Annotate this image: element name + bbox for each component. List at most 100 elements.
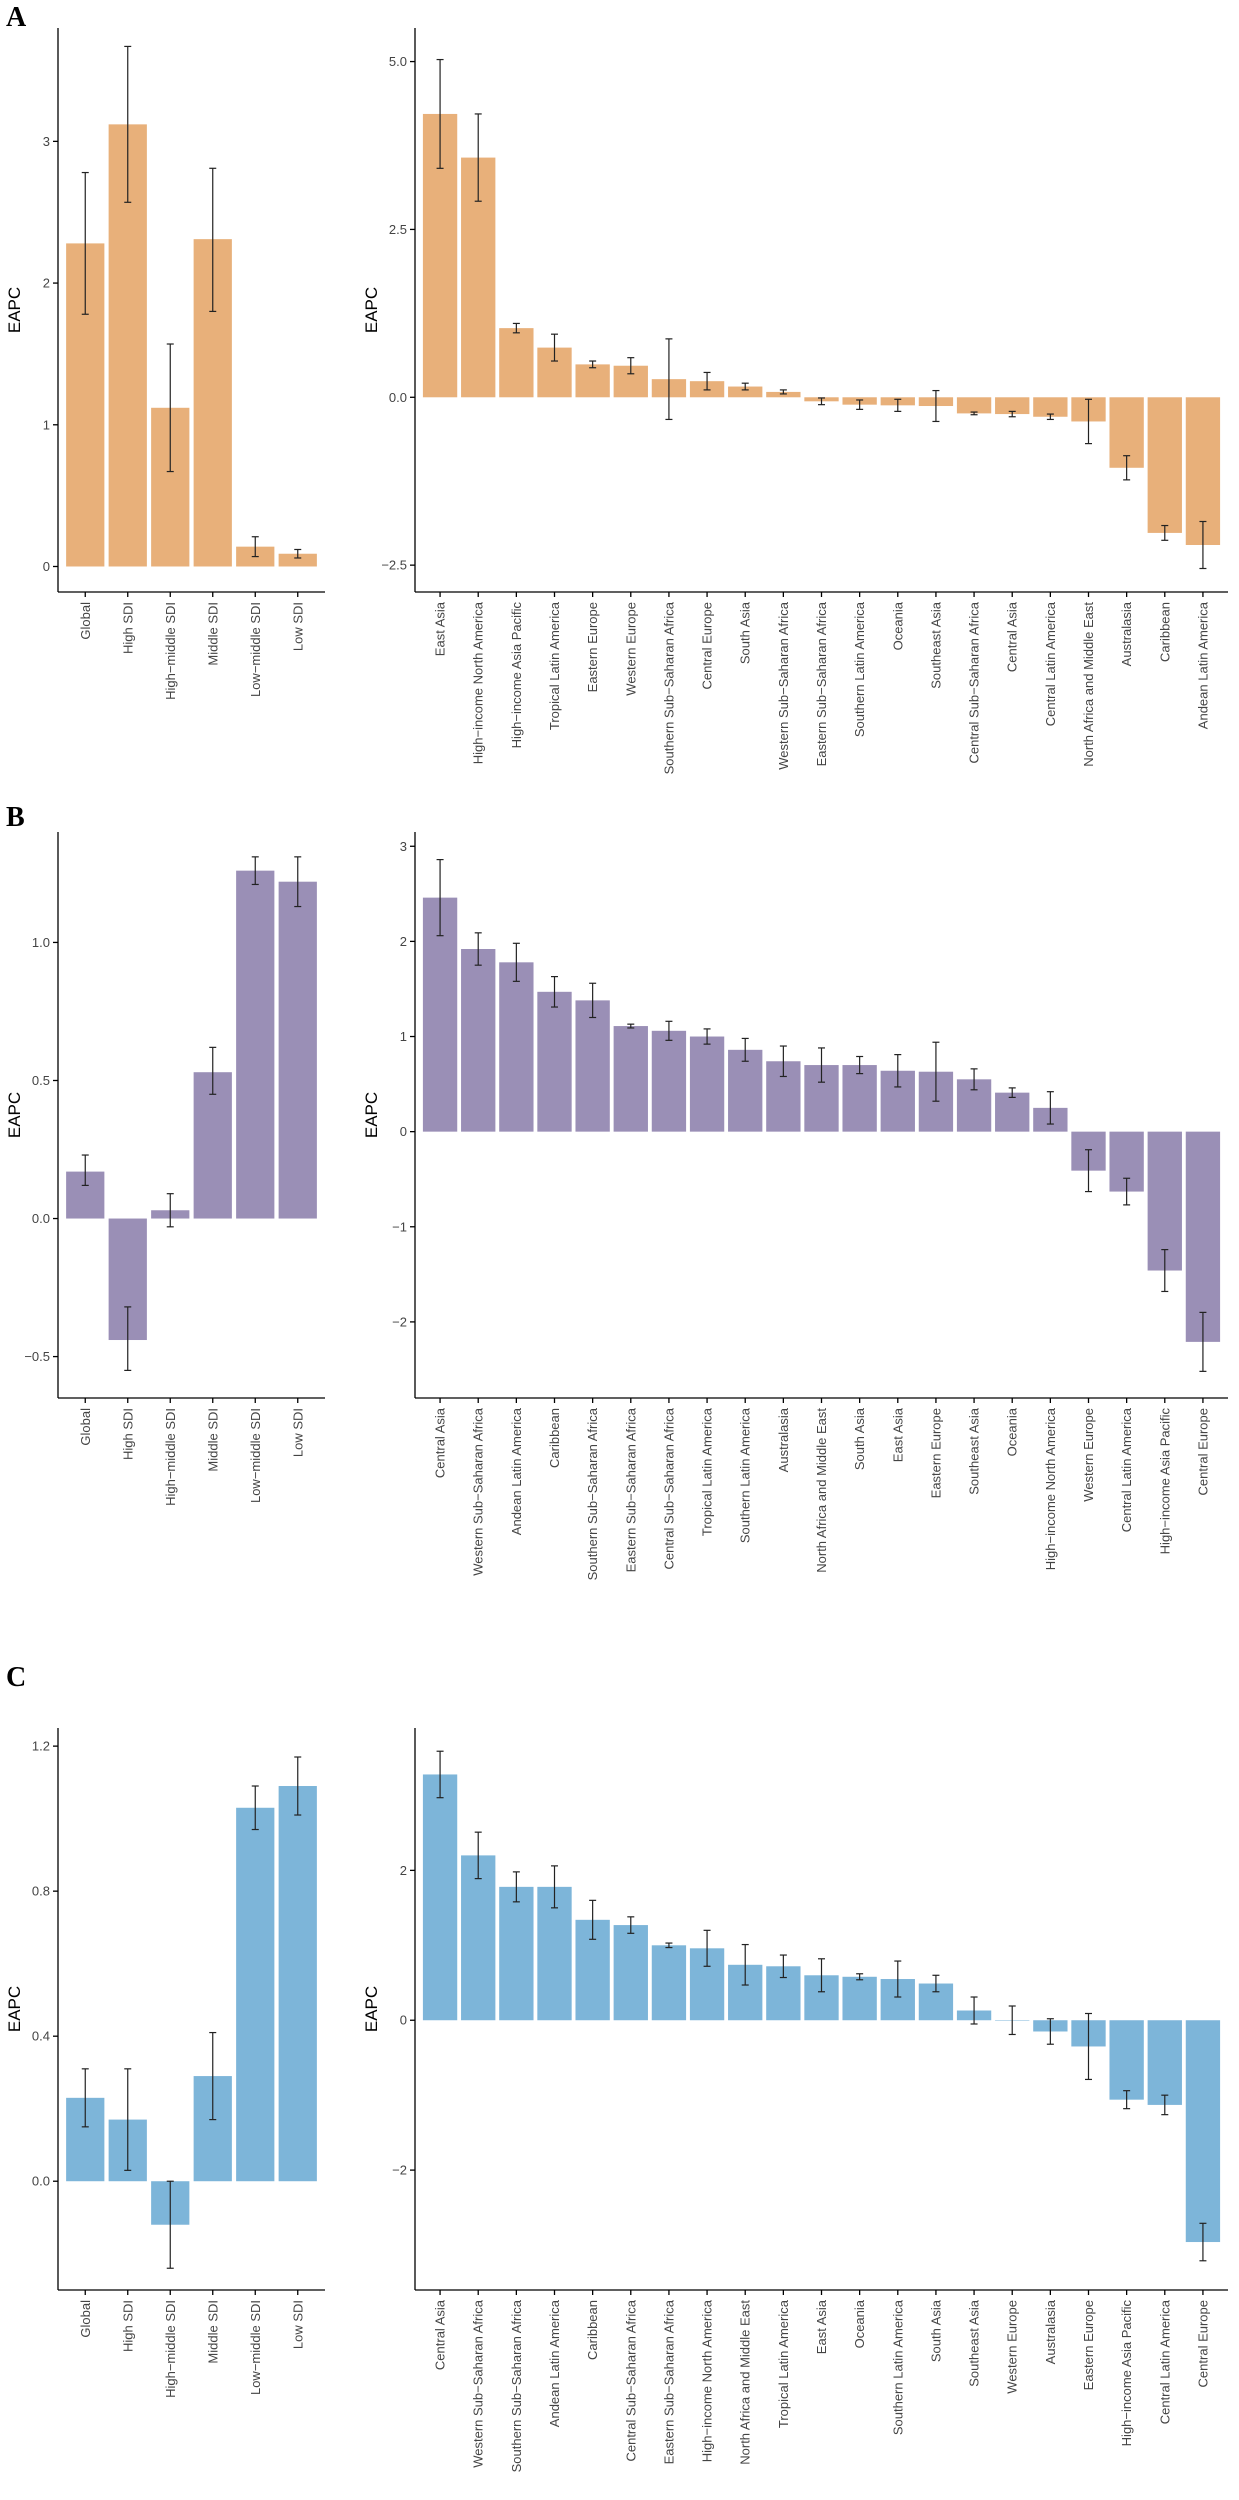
error-bar-southeast-asia	[970, 1996, 978, 2025]
x-tick-label-eastern-europe: Eastern Europe	[1081, 2300, 1096, 2390]
error-bar-oceania	[894, 398, 902, 412]
x-tick-label-central-europe: Central Europe	[1195, 1408, 1210, 1495]
x-tick-label-australasia: Australasia	[1119, 601, 1134, 666]
x-tick-label-low-middle-sdi: Low−middle SDI	[248, 1408, 263, 1503]
y-tick-label: 0	[400, 2013, 407, 2028]
error-bar-high-middle-sdi	[166, 2180, 174, 2269]
y-tick-label: 2.5	[389, 222, 407, 237]
bar-southern-sub-saharan-africa	[575, 1000, 610, 1132]
error-bar-central-sub-saharan-africa	[665, 1020, 673, 1041]
y-tick-label: 0.8	[32, 1884, 50, 1899]
bar-tropical-latin-america	[689, 1036, 725, 1132]
error-bar-global	[81, 171, 89, 315]
bar-central-sub-saharan-africa	[651, 1030, 687, 1132]
error-bar-western-sub-saharan-africa	[474, 1831, 482, 1880]
x-tick-label-high-sdi: High SDI	[120, 602, 135, 654]
error-bar-southern-latin-america	[741, 1037, 749, 1062]
x-tick-label-central-asia: Central Asia	[433, 2299, 448, 2370]
error-bar-southern-latin-america	[894, 1960, 902, 1998]
y-tick-label: 5.0	[389, 54, 407, 69]
error-bar-tropical-latin-america	[551, 333, 558, 362]
x-tick-label-middle-sdi: Middle SDI	[205, 1408, 220, 1472]
x-tick-label-central-europe: Central Europe	[1195, 2300, 1210, 2387]
y-tick-label: 0	[43, 559, 50, 574]
error-bar-andean-latin-america	[551, 1865, 558, 1909]
bar-andean-latin-america	[537, 1886, 572, 2021]
x-tick-label-andean-latin-america: Andean Latin America	[547, 2299, 562, 2427]
error-bar-high-income-asia-pacific	[1161, 1249, 1169, 1293]
error-bar-andean-latin-america	[1199, 520, 1207, 570]
x-tick-label-central-sub-saharan-africa: Central Sub−Saharan Africa	[967, 601, 982, 763]
bar-eastern-sub-saharan-africa	[651, 1945, 687, 2021]
chart-c-sdi: 0.0 0.4 0.8 1.2 EAPC Global High SDI High−middl…	[5, 1728, 325, 2398]
error-bar-oceania	[1008, 1087, 1016, 1099]
y-axis-label: EAPC	[5, 1092, 24, 1138]
y-tick-label: 1.0	[32, 935, 50, 950]
x-tick-label-western-europe: Western Europe	[623, 602, 638, 696]
error-bar-east-asia	[436, 58, 444, 169]
error-bar-western-europe	[627, 357, 635, 375]
bar-low-sdi	[278, 881, 317, 1219]
y-tick-label: −2.5	[381, 558, 407, 573]
x-tick-label-high-income-asia-pacific: High−income Asia Pacific	[509, 602, 524, 749]
error-bar-southern-sub-saharan-africa	[512, 1871, 520, 1903]
y-tick-label: 0.5	[32, 1073, 50, 1088]
error-bar-central-sub-saharan-africa	[970, 411, 978, 416]
y-tick-label: 3	[43, 134, 50, 149]
bar-central-europe	[1185, 1131, 1221, 1342]
error-bar-southeast-asia	[970, 1068, 978, 1091]
bar-high-income-asia-pacific	[1147, 1131, 1182, 1271]
x-tick-label-high-sdi: High SDI	[120, 1408, 135, 1460]
error-bar-eastern-sub-saharan-africa	[818, 397, 825, 406]
x-tick-label-high-income-north-america: High−income North America	[700, 2299, 715, 2462]
x-tick-label-southern-sub-saharan-africa: Southern Sub−Saharan Africa	[661, 601, 676, 774]
error-bar-east-asia	[818, 1958, 825, 1993]
error-bar-high-middle-sdi	[166, 343, 174, 473]
x-tick-label-high-middle-sdi: High−middle SDI	[163, 1408, 178, 1506]
error-bar-caribbean	[589, 1899, 597, 1940]
error-bar-high-sdi	[124, 2068, 132, 2171]
chart-b-sdi: −0.5 0.0 0.5 1.0 EAPC Global High SDI High−midd…	[5, 832, 325, 1506]
error-bar-caribbean	[551, 975, 558, 1008]
error-bar-central-latin-america	[1123, 1177, 1131, 1206]
x-tick-label-north-africa-and-middle-east: North Africa and Middle East	[814, 1408, 829, 1573]
error-bar-central-europe	[703, 371, 711, 391]
error-bar-middle-sdi	[209, 167, 217, 313]
x-tick-label-east-asia: East Asia	[890, 1407, 905, 1462]
x-tick-label-high-sdi: High SDI	[120, 2300, 135, 2352]
bar-central-europe	[1185, 2020, 1221, 2243]
bar-low-middle-sdi	[236, 870, 275, 1219]
bar-caribbean	[537, 991, 572, 1132]
error-bar-oceania	[856, 1973, 864, 1981]
error-bar-central-sub-saharan-africa	[627, 1916, 635, 1934]
error-bar-eastern-sub-saharan-africa	[665, 1942, 673, 1949]
y-tick-label: 3	[400, 839, 407, 854]
chart-b-region: −2 −1 0 1 2 3 EAPC Central Asia Western Sub−Saha…	[362, 832, 1228, 1580]
x-tick-label-central-asia: Central Asia	[433, 1407, 448, 1478]
x-tick-label-central-europe: Central Europe	[700, 602, 715, 689]
y-tick-label: 1	[43, 417, 50, 432]
x-tick-label-high-income-asia-pacific: High−income Asia Pacific	[1119, 2300, 1134, 2447]
error-bar-low-middle-sdi	[251, 856, 259, 886]
bar-low-sdi	[278, 553, 317, 567]
bar-oceania	[842, 1976, 877, 2021]
y-tick-label: −2	[392, 1314, 407, 1329]
x-tick-label-low-sdi: Low SDI	[290, 602, 305, 651]
error-bar-south-asia	[932, 1974, 940, 1993]
x-tick-label-global: Global	[78, 602, 93, 640]
x-tick-label-central-latin-america: Central Latin America	[1157, 2299, 1172, 2424]
x-tick-label-global: Global	[78, 1408, 93, 1446]
error-bar-north-africa-and-middle-east	[741, 1943, 749, 1986]
error-bar-high-middle-sdi	[166, 1193, 174, 1228]
x-tick-label-oceania: Oceania	[1005, 1407, 1020, 1456]
x-tick-label-tropical-latin-america: Tropical Latin America	[776, 2299, 791, 2428]
error-bar-north-africa-and-middle-east	[1085, 398, 1092, 445]
error-bar-australasia	[1046, 2018, 1054, 2045]
error-bar-southern-latin-america	[856, 399, 864, 410]
x-tick-label-central-latin-america: Central Latin America	[1043, 601, 1058, 726]
error-bar-southern-sub-saharan-africa	[665, 338, 673, 421]
x-tick-label-central-latin-america: Central Latin America	[1119, 1407, 1134, 1532]
bar-south-asia	[728, 386, 763, 398]
error-bar-high-income-north-america	[474, 113, 482, 202]
error-bar-low-sdi	[294, 548, 302, 559]
